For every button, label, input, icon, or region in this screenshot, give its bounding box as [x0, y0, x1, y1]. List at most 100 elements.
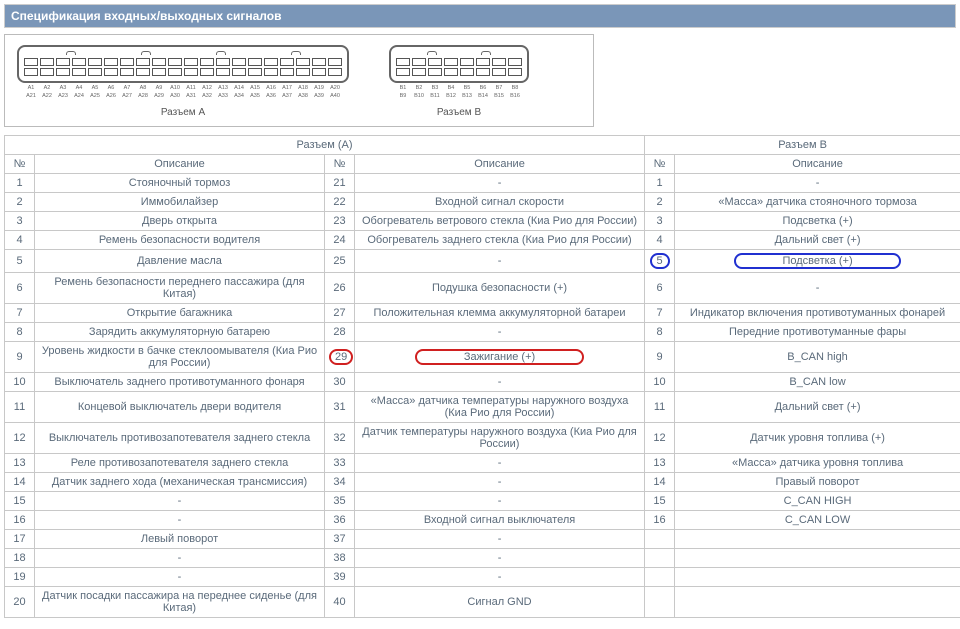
table-cell: 22	[325, 193, 355, 212]
table-cell: Уровень жидкости в бачке стеклоомывателя…	[35, 342, 325, 373]
table-cell: Входной сигнал скорости	[355, 193, 645, 212]
table-cell: 3	[645, 212, 675, 231]
table-cell: C_CAN LOW	[675, 511, 960, 530]
table-cell: Концевой выключатель двери водителя	[35, 392, 325, 423]
table-cell: Индикатор включения противотуманных фона…	[675, 304, 960, 323]
table-cell: 4	[5, 231, 35, 250]
table-row: 8Зарядить аккумуляторную батарею28-8Пере…	[5, 323, 960, 342]
table-cell: 28	[325, 323, 355, 342]
table-cell: Правый поворот	[675, 473, 960, 492]
table-cell: Дальний свет (+)	[675, 392, 960, 423]
table-cell	[675, 568, 960, 587]
table-cell: Левый поворот	[35, 530, 325, 549]
table-cell: 4	[645, 231, 675, 250]
table-row: 10Выключатель заднего противотуманного ф…	[5, 373, 960, 392]
col-num: №	[5, 155, 35, 174]
table-cell: 6	[645, 273, 675, 304]
table-cell: 15	[645, 492, 675, 511]
table-cell: -	[355, 492, 645, 511]
table-cell: B_CAN high	[675, 342, 960, 373]
table-cell: Входной сигнал выключателя	[355, 511, 645, 530]
table-cell: Сигнал GND	[355, 587, 645, 618]
table-cell: 7	[645, 304, 675, 323]
table-cell: 25	[325, 250, 355, 273]
connector-b-caption: Разъем B	[437, 107, 481, 118]
table-cell: 31	[325, 392, 355, 423]
table-cell: 3	[5, 212, 35, 231]
table-cell: Давление масла	[35, 250, 325, 273]
table-cell: -	[355, 568, 645, 587]
table-cell: 12	[645, 423, 675, 454]
table-cell: «Масса» датчика температуры наружного во…	[355, 392, 645, 423]
table-cell: 30	[325, 373, 355, 392]
table-cell: Датчик посадки пассажира на переднее сид…	[35, 587, 325, 618]
table-row: 15-35-15C_CAN HIGH	[5, 492, 960, 511]
table-cell: Ремень безопасности переднего пассажира …	[35, 273, 325, 304]
table-cell: 8	[5, 323, 35, 342]
table-row: 1Стояночный тормоз21-1-	[5, 174, 960, 193]
table-row: 6 Ремень безопасности переднего пассажира…	[5, 273, 960, 304]
table-row: 16-36Входной сигнал выключателя16C_CAN L…	[5, 511, 960, 530]
table-cell: 2	[5, 193, 35, 212]
table-cell: 9	[5, 342, 35, 373]
table-cell: -	[35, 549, 325, 568]
table-cell: 13	[645, 454, 675, 473]
table-cell: Дальний свет (+)	[675, 231, 960, 250]
table-row: 17Левый поворот37-	[5, 530, 960, 549]
table-cell: 35	[325, 492, 355, 511]
table-cell: 11	[5, 392, 35, 423]
table-row: 5Давление масла25-5Подсветка (+)	[5, 250, 960, 273]
table-cell: Подсветка (+)	[675, 212, 960, 231]
table-cell	[675, 530, 960, 549]
table-cell: 11	[645, 392, 675, 423]
table-row: 4Ремень безопасности водителя24Обогреват…	[5, 231, 960, 250]
table-cell: Стояночный тормоз	[35, 174, 325, 193]
table-cell: 33	[325, 454, 355, 473]
table-cell: Положительная клемма аккумуляторной бата…	[355, 304, 645, 323]
connector-a: A1A2A3A4A5A6A7A8A9A10A11A12A13A14A15A16A…	[17, 45, 349, 118]
table-cell: 1	[5, 174, 35, 193]
table-cell: 8	[645, 323, 675, 342]
table-cell: «Масса» датчика стояночного тормоза	[675, 193, 960, 212]
table-cell	[645, 587, 675, 618]
table-cell: Датчик заднего хода (механическая трансм…	[35, 473, 325, 492]
connector-b: B1B2B3B4B5B6B7B8 B9B10B11B12B13B14B15B16…	[389, 45, 529, 118]
table-cell: 15	[5, 492, 35, 511]
connector-a-caption: Разъем A	[161, 107, 205, 118]
table-cell: -	[355, 373, 645, 392]
connector-diagram: A1A2A3A4A5A6A7A8A9A10A11A12A13A14A15A16A…	[4, 34, 594, 127]
table-cell: -	[355, 530, 645, 549]
table-cell: Выключатель заднего противотуманного фон…	[35, 373, 325, 392]
table-row: 7Открытие багажника27Положительная клемм…	[5, 304, 960, 323]
table-cell: Ремень безопасности водителя	[35, 231, 325, 250]
table-cell: Выключатель противозапотевателя заднего …	[35, 423, 325, 454]
table-cell: -	[35, 511, 325, 530]
table-cell	[645, 530, 675, 549]
col-desc: Описание	[35, 155, 325, 174]
table-row: 14Датчик заднего хода (механическая тран…	[5, 473, 960, 492]
table-cell: Дверь открыта	[35, 212, 325, 231]
table-cell: 5	[645, 250, 675, 273]
table-cell	[675, 587, 960, 618]
table-cell: -	[355, 250, 645, 273]
table-cell: 34	[325, 473, 355, 492]
table-cell: Реле противозапотевателя заднего стекла	[35, 454, 325, 473]
table-cell: 5	[5, 250, 35, 273]
table-row: 9Уровень жидкости в бачке стеклоомывател…	[5, 342, 960, 373]
table-cell: «Масса» датчика уровня топлива	[675, 454, 960, 473]
table-cell: 9	[645, 342, 675, 373]
table-cell: Передние противотуманные фары	[675, 323, 960, 342]
table-cell	[675, 549, 960, 568]
table-cell: 12	[5, 423, 35, 454]
table-cell: Подсветка (+)	[675, 250, 960, 273]
col-desc: Описание	[675, 155, 960, 174]
table-cell: 23	[325, 212, 355, 231]
table-cell: -	[355, 549, 645, 568]
table-cell: -	[355, 454, 645, 473]
table-row: 13Реле противозапотевателя заднего стекл…	[5, 454, 960, 473]
table-cell: -	[35, 492, 325, 511]
table-cell: 13	[5, 454, 35, 473]
table-cell: 32	[325, 423, 355, 454]
table-cell	[645, 568, 675, 587]
table-cell: -	[675, 174, 960, 193]
